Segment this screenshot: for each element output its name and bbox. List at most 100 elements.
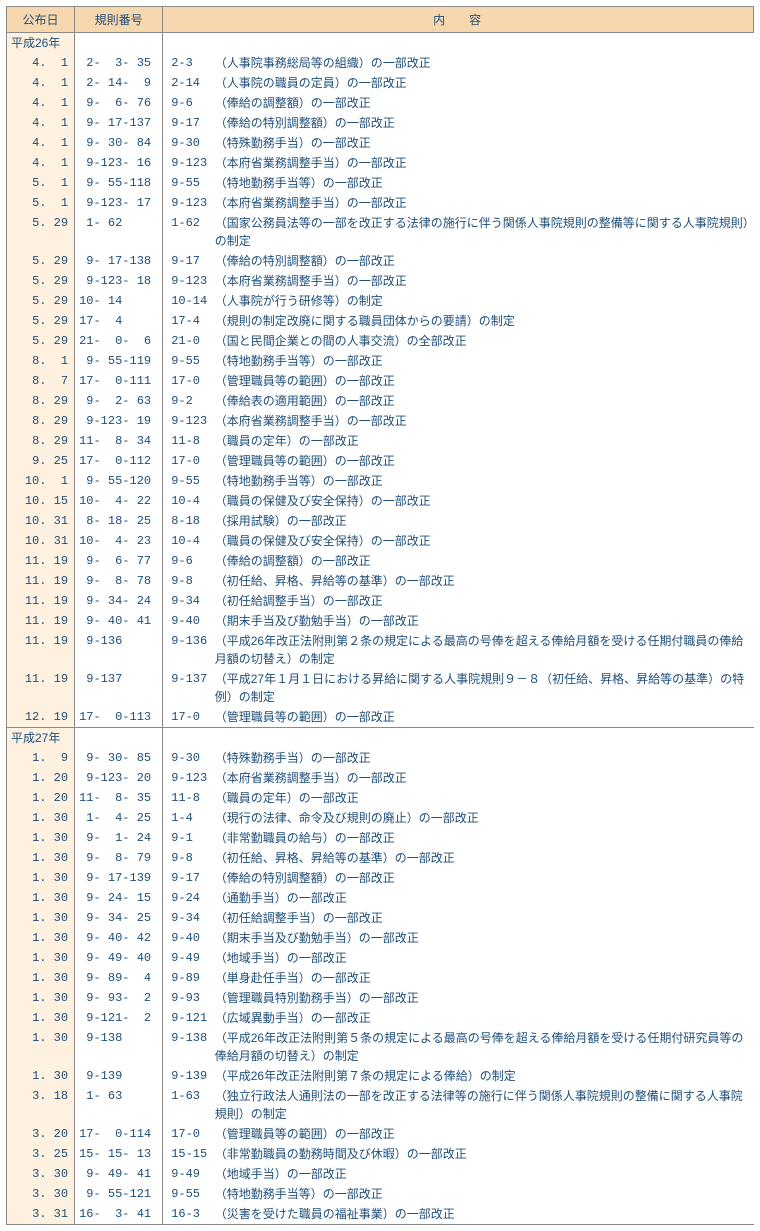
desc-cell: （管理職員等の範囲）の一部改正 <box>213 371 754 391</box>
code-cell: 9-123 <box>163 271 213 291</box>
table-row: 1. 30 9-121- 29-121（広域異動手当）の一部改正 <box>7 1008 754 1028</box>
table-row: 11. 19 9- 40- 419-40（期末手当及び勤勉手当）の一部改正 <box>7 611 754 631</box>
table-row: 8. 717- 0-11117-0（管理職員等の範囲）の一部改正 <box>7 371 754 391</box>
date-cell: 1. 30 <box>7 808 75 828</box>
code-cell: 17-0 <box>163 707 213 728</box>
rule-cell: 9- 89- 4 <box>75 968 163 988</box>
table-header-row: 公布日 規則番号 内容 <box>7 7 754 33</box>
table-row: 3. 2017- 0-11417-0（管理職員等の範囲）の一部改正 <box>7 1124 754 1144</box>
code-cell: 9-8 <box>163 571 213 591</box>
date-cell: 11. 19 <box>7 611 75 631</box>
table-row: 1. 30 9- 49- 409-49（地域手当）の一部改正 <box>7 948 754 968</box>
rule-cell: 9- 34- 25 <box>75 908 163 928</box>
code-cell: 9-139 <box>163 1066 213 1086</box>
date-cell: 8. 29 <box>7 431 75 451</box>
era-label: 平成26年 <box>7 33 75 54</box>
rule-cell: 1- 63 <box>75 1086 163 1124</box>
date-cell: 1. 30 <box>7 828 75 848</box>
desc-cell: （管理職員等の範囲）の一部改正 <box>213 1124 754 1144</box>
rule-cell: 17- 0-114 <box>75 1124 163 1144</box>
code-cell: 21-0 <box>163 331 213 351</box>
table-row: 8. 2911- 8- 3411-8（職員の定年）の一部改正 <box>7 431 754 451</box>
desc-cell: （職員の保健及び安全保持）の一部改正 <box>213 491 754 511</box>
rule-cell: 9-139 <box>75 1066 163 1086</box>
date-cell: 11. 19 <box>7 571 75 591</box>
rule-cell: 15- 15- 13 <box>75 1144 163 1164</box>
table-row: 1. 30 9- 40- 429-40（期末手当及び勤勉手当）の一部改正 <box>7 928 754 948</box>
date-cell: 10. 15 <box>7 491 75 511</box>
code-cell: 16-3 <box>163 1204 213 1225</box>
code-cell: 9-17 <box>163 868 213 888</box>
desc-cell: （平成26年改正法附則第７条の規定による俸給）の制定 <box>213 1066 754 1086</box>
desc-cell: （本府省業務調整手当）の一部改正 <box>213 153 754 173</box>
table-row: 5. 29 9-123- 189-123（本府省業務調整手当）の一部改正 <box>7 271 754 291</box>
rule-cell: 9- 1- 24 <box>75 828 163 848</box>
code-cell: 9-2 <box>163 391 213 411</box>
date-cell: 10. 1 <box>7 471 75 491</box>
desc-cell: （国家公務員法等の一部を改正する法律の施行に伴う関係人事院規則の整備等に関する人… <box>213 213 754 251</box>
table-row: 4. 1 9- 6- 769-6（俸給の調整額）の一部改正 <box>7 93 754 113</box>
rule-cell: 9- 30- 84 <box>75 133 163 153</box>
table-row: 1. 30 9- 24- 159-24（通勤手当）の一部改正 <box>7 888 754 908</box>
desc-cell: （平成27年１月１日における昇給に関する人事院規則９－８（初任給、昇格、昇給等の… <box>213 669 754 707</box>
header-body: 内容 <box>163 7 754 33</box>
date-cell: 8. 29 <box>7 391 75 411</box>
desc-cell: （国と民間企業との間の人事交流）の全部改正 <box>213 331 754 351</box>
code-cell: 8-18 <box>163 511 213 531</box>
rule-cell: 11- 8- 34 <box>75 431 163 451</box>
code-cell: 9-17 <box>163 113 213 133</box>
table-row: 1. 30 9-1399-139（平成26年改正法附則第７条の規定による俸給）の… <box>7 1066 754 1086</box>
date-cell: 11. 19 <box>7 631 75 669</box>
rule-cell: 9-121- 2 <box>75 1008 163 1028</box>
rule-cell: 9- 55-121 <box>75 1184 163 1204</box>
date-cell: 5. 29 <box>7 311 75 331</box>
code-cell: 9-8 <box>163 848 213 868</box>
table-row: 5. 29 9- 17-1389-17（俸給の特別調整額）の一部改正 <box>7 251 754 271</box>
desc-cell: （地域手当）の一部改正 <box>213 948 754 968</box>
desc-cell: （独立行政法人通則法の一部を改正する法律等の施行に伴う関係人事院規則の整備に関す… <box>213 1086 754 1124</box>
code-cell: 9-17 <box>163 251 213 271</box>
date-cell: 11. 19 <box>7 551 75 571</box>
rule-cell: 9- 6- 76 <box>75 93 163 113</box>
table-row: 3. 30 9- 55-1219-55（特地勤務手当等）の一部改正 <box>7 1184 754 1204</box>
date-cell: 11. 19 <box>7 669 75 707</box>
table-row: 5. 1 9- 55-1189-55（特地勤務手当等）の一部改正 <box>7 173 754 193</box>
desc-cell: （平成26年改正法附則第２条の規定による最高の号俸を超える俸給月額を受ける任期付… <box>213 631 754 669</box>
code-cell: 9-55 <box>163 471 213 491</box>
rule-cell: 9-138 <box>75 1028 163 1066</box>
code-cell: 9-55 <box>163 173 213 193</box>
desc-cell: （非常勤職員の勤務時間及び休暇）の一部改正 <box>213 1144 754 1164</box>
table-row: 3. 2515- 15- 1315-15（非常勤職員の勤務時間及び休暇）の一部改… <box>7 1144 754 1164</box>
code-cell: 1-4 <box>163 808 213 828</box>
header-date: 公布日 <box>7 7 75 33</box>
date-cell: 5. 29 <box>7 251 75 271</box>
desc-cell: （俸給の特別調整額）の一部改正 <box>213 251 754 271</box>
date-cell: 5. 1 <box>7 193 75 213</box>
date-cell: 10. 31 <box>7 511 75 531</box>
table-row: 1. 30 9- 89- 49-89（単身赴任手当）の一部改正 <box>7 968 754 988</box>
desc-cell: （特殊勤務手当）の一部改正 <box>213 748 754 768</box>
table-row: 3. 30 9- 49- 419-49（地域手当）の一部改正 <box>7 1164 754 1184</box>
era-row: 平成26年 <box>7 33 754 54</box>
rule-cell: 9- 17-137 <box>75 113 163 133</box>
rule-cell: 10- 4- 23 <box>75 531 163 551</box>
table-row: 5. 2921- 0- 621-0（国と民間企業との間の人事交流）の全部改正 <box>7 331 754 351</box>
desc-cell: （俸給の特別調整額）の一部改正 <box>213 113 754 133</box>
date-cell: 1. 30 <box>7 888 75 908</box>
desc-cell: （特地勤務手当等）の一部改正 <box>213 1184 754 1204</box>
date-cell: 5. 29 <box>7 213 75 251</box>
code-cell: 9-123 <box>163 411 213 431</box>
date-cell: 3. 20 <box>7 1124 75 1144</box>
code-cell: 9-34 <box>163 591 213 611</box>
code-cell: 9-55 <box>163 1184 213 1204</box>
table-row: 5. 1 9-123- 179-123（本府省業務調整手当）の一部改正 <box>7 193 754 213</box>
rule-cell: 17- 0-111 <box>75 371 163 391</box>
date-cell: 12. 19 <box>7 707 75 728</box>
code-cell: 9-89 <box>163 968 213 988</box>
table-row: 4. 1 9- 30- 849-30（特殊勤務手当）の一部改正 <box>7 133 754 153</box>
table-row: 11. 19 9- 8- 789-8（初任給、昇格、昇給等の基準）の一部改正 <box>7 571 754 591</box>
date-cell: 11. 19 <box>7 591 75 611</box>
date-cell: 9. 25 <box>7 451 75 471</box>
table-row: 9. 2517- 0-11217-0（管理職員等の範囲）の一部改正 <box>7 451 754 471</box>
table-row: 10. 3110- 4- 2310-4（職員の保健及び安全保持）の一部改正 <box>7 531 754 551</box>
